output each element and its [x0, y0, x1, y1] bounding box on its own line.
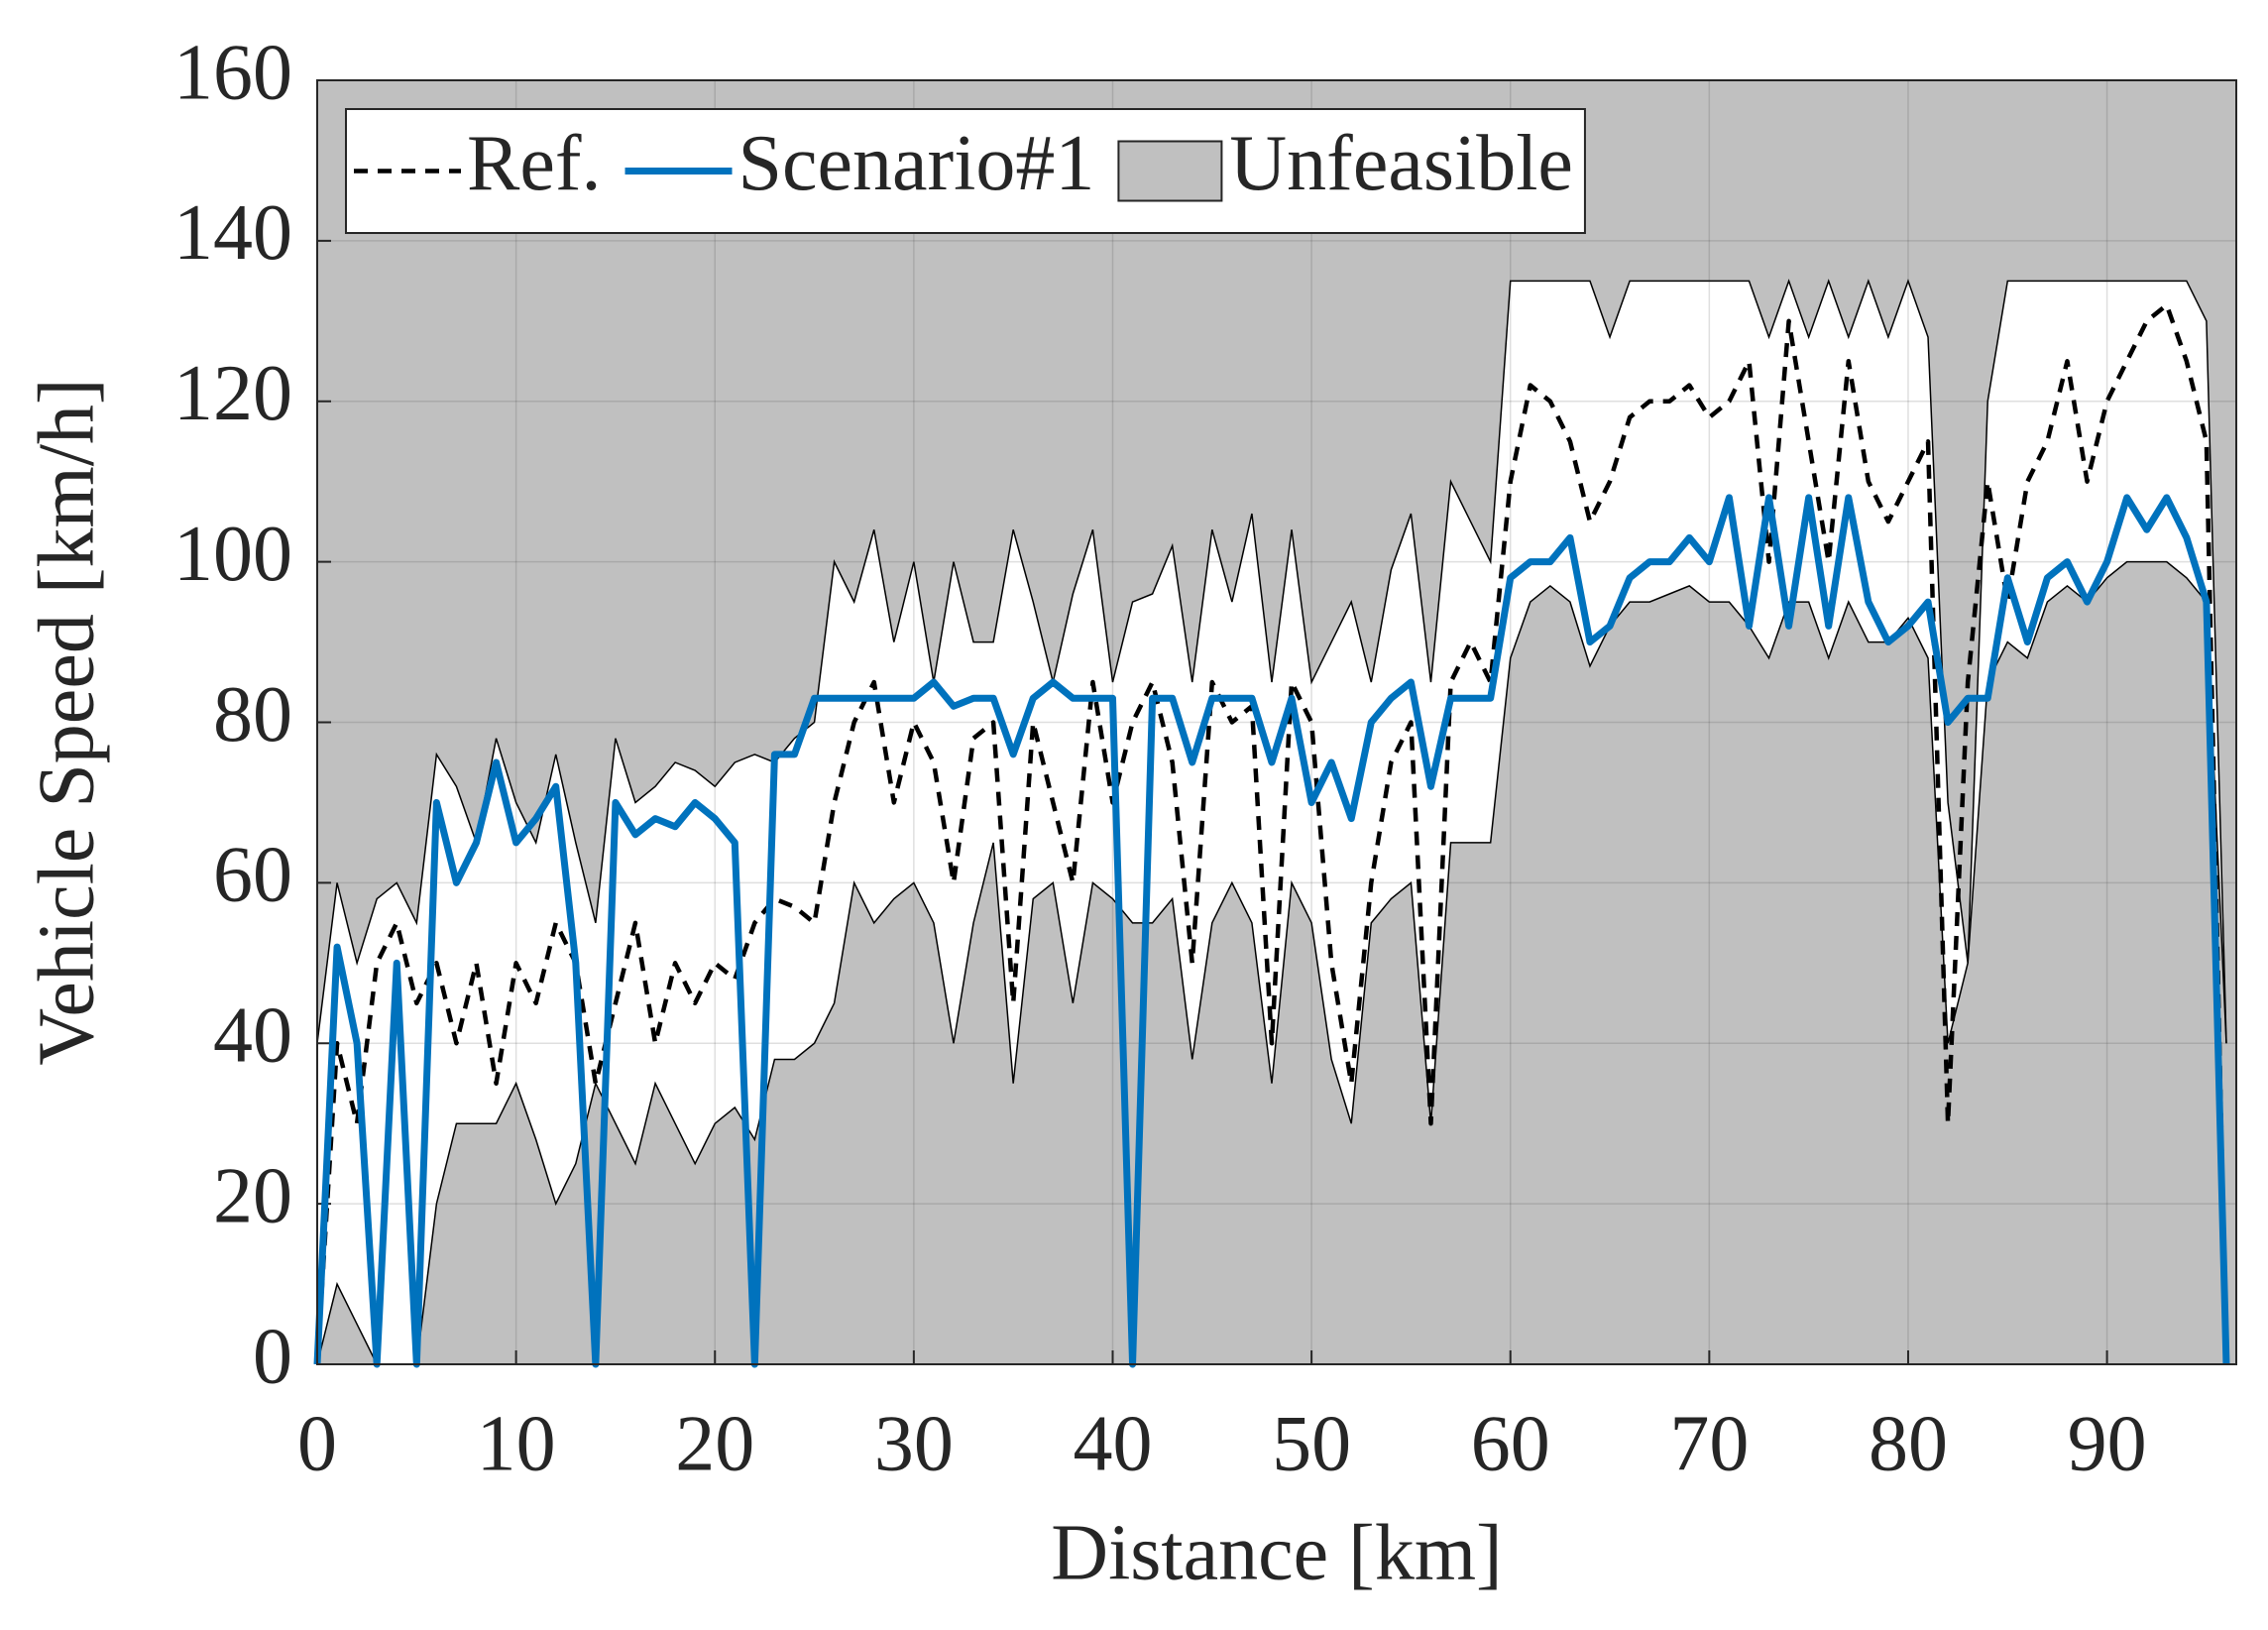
x-tick-label: 40: [1073, 1400, 1152, 1487]
y-tick-label: 80: [213, 671, 292, 758]
legend-label: Unfeasible: [1229, 120, 1573, 207]
legend-box: [345, 108, 1586, 234]
x-tick-label: 50: [1272, 1400, 1351, 1487]
band-edge: [316, 560, 2227, 1365]
y-tick-label: 160: [173, 29, 292, 116]
x-tick-label: 30: [874, 1400, 954, 1487]
series-line: [314, 302, 2229, 1365]
feasible-band: [317, 281, 2226, 1364]
y-tick-label: 120: [173, 350, 292, 437]
x-tick-label: 60: [1471, 1400, 1550, 1487]
x-tick-label: 10: [477, 1400, 556, 1487]
x-tick-label: 80: [1869, 1400, 1948, 1487]
plot-frame: [316, 79, 2237, 1365]
y-tick-label: 20: [213, 1152, 292, 1239]
x-axis-label: Distance [km]: [1051, 1509, 1502, 1596]
legend-label: Scenario#1: [738, 120, 1095, 207]
x-tick-label: 70: [1669, 1400, 1749, 1487]
y-tick-label: 0: [253, 1313, 292, 1400]
x-tick-label: 20: [675, 1400, 754, 1487]
x-tick-label: 90: [2068, 1400, 2147, 1487]
x-tick-label: 0: [297, 1400, 337, 1487]
y-tick-label: 100: [173, 511, 292, 598]
y-tick-label: 40: [213, 992, 292, 1080]
y-axis-label: Vehicle Speed [km/h]: [23, 378, 110, 1065]
legend-label: Ref.: [467, 120, 602, 207]
y-tick-label: 60: [213, 832, 292, 919]
y-tick-label: 140: [173, 189, 292, 277]
band-edge: [316, 279, 2227, 1044]
legend-swatch: [1117, 140, 1223, 202]
series-line: [313, 494, 2230, 1368]
